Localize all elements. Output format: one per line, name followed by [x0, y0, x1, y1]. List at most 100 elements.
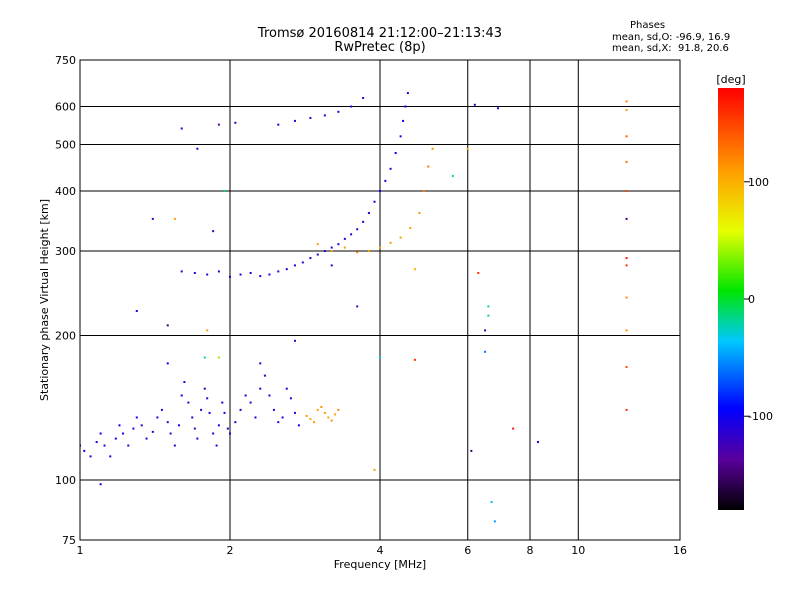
echo-point — [367, 250, 370, 253]
x-tick-label: 6 — [464, 544, 471, 557]
echo-point — [285, 268, 288, 271]
echo-point — [389, 241, 392, 244]
echo-point — [180, 270, 183, 273]
x-tick-label: 16 — [673, 544, 687, 557]
echo-point — [281, 416, 284, 419]
echo-point — [297, 424, 300, 427]
echo-point — [293, 119, 296, 122]
echo-point — [316, 243, 319, 246]
echo-point — [323, 411, 326, 414]
echo-point — [490, 500, 493, 503]
echo-point — [473, 103, 476, 106]
x-tick-label: 2 — [227, 544, 234, 557]
echo-point — [212, 432, 215, 435]
echo-point — [156, 416, 159, 419]
echo-point — [239, 273, 242, 276]
echo-point — [512, 427, 515, 430]
echo-point — [625, 190, 628, 193]
echo-point — [625, 100, 628, 103]
echo-point — [217, 123, 220, 126]
colorbar-tick-label: 100 — [748, 176, 769, 189]
echo-point — [234, 121, 237, 124]
echo-point — [206, 329, 209, 332]
echo-point — [330, 419, 333, 422]
echo-point — [330, 250, 333, 253]
echo-point — [193, 427, 196, 430]
echo-point — [301, 261, 304, 264]
echo-point — [215, 444, 218, 447]
echo-point — [183, 381, 186, 384]
x-tick-labels: 1 2 4 6 8 10 16 — [77, 544, 688, 557]
echo-point — [289, 397, 292, 400]
y-tick-labels: 75 100 200 300 400 500 600 750 — [55, 54, 76, 547]
echo-point — [413, 268, 416, 271]
echo-point — [109, 455, 112, 458]
echo-point — [399, 236, 402, 239]
echo-point — [277, 421, 280, 424]
echo-point — [422, 190, 425, 193]
echo-point — [277, 123, 280, 126]
echo-point — [103, 444, 106, 447]
y-axis-label: Stationary phase Virtual Height [km] — [38, 199, 51, 401]
echo-point — [323, 250, 326, 253]
echo-point — [200, 408, 203, 411]
echo-point — [99, 483, 102, 486]
echo-point — [350, 233, 353, 236]
echo-point — [180, 394, 183, 397]
echo-point — [180, 127, 183, 130]
echo-point — [493, 520, 496, 523]
echo-point — [229, 275, 231, 278]
echo-point — [268, 394, 271, 397]
echo-point — [221, 401, 224, 404]
echo-point — [431, 147, 434, 150]
echo-point — [487, 305, 490, 308]
echo-point — [272, 408, 275, 411]
echo-point — [127, 444, 130, 447]
echo-point — [135, 309, 138, 312]
echo-point — [477, 271, 480, 274]
echo-point — [166, 362, 169, 365]
echo-point — [169, 432, 172, 435]
echo-point — [484, 350, 487, 353]
echo-point — [367, 212, 370, 215]
echo-point — [193, 271, 196, 274]
echo-point — [208, 411, 211, 414]
echo-point — [217, 424, 220, 427]
echo-point — [223, 411, 226, 414]
echo-point — [316, 408, 319, 411]
echo-point — [625, 217, 628, 220]
echo-point — [389, 167, 392, 170]
echo-point — [487, 314, 490, 317]
echo-point — [406, 92, 409, 95]
echo-point — [379, 190, 381, 193]
echo-point — [277, 270, 280, 273]
echo-point — [343, 246, 346, 249]
echo-point — [254, 416, 257, 419]
echo-point — [320, 405, 323, 408]
colorbar-label: [deg] — [716, 73, 745, 86]
echo-point — [166, 421, 169, 424]
echo-point — [206, 273, 209, 276]
echo-point — [404, 105, 407, 108]
echo-point — [356, 228, 359, 231]
echo-point — [132, 427, 135, 430]
echo-point — [337, 110, 340, 113]
echo-point — [330, 246, 333, 249]
y-tick-label: 100 — [55, 474, 76, 487]
echo-point — [263, 374, 266, 377]
echo-point — [226, 427, 229, 430]
echo-point — [409, 227, 412, 230]
echo-point — [244, 394, 247, 397]
echo-point — [399, 135, 402, 138]
y-tick-label: 400 — [55, 185, 76, 198]
echo-point — [418, 212, 421, 215]
echo-point — [151, 430, 154, 433]
echo-point — [330, 264, 333, 267]
echo-point — [343, 237, 346, 240]
y-tick-label: 300 — [55, 245, 76, 258]
x-axis-label: Frequency [MHz] — [334, 558, 426, 571]
echo-point — [402, 119, 405, 122]
echo-point — [145, 437, 148, 440]
echo-point — [217, 356, 220, 359]
echo-point — [160, 408, 163, 411]
